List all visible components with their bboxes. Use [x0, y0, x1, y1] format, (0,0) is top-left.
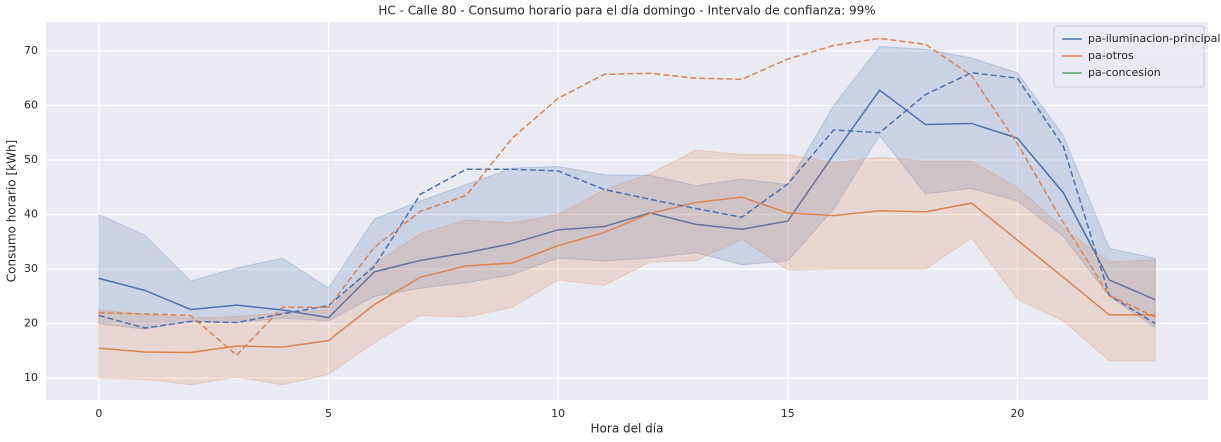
labels: 10 20 30 40 50 60 70 0 5 10 15 20: [24, 44, 1024, 420]
confidence-band: [98, 46, 1156, 330]
legend-label: pa-otros: [1088, 49, 1134, 62]
line: [98, 89, 1156, 319]
confidence-band: [98, 149, 1156, 386]
y-tick-label: 50: [24, 153, 38, 166]
x-tick-label: 5: [325, 407, 332, 420]
legend-label: pa-iluminacion-principal: [1088, 32, 1220, 45]
x-tick-label: 20: [1010, 407, 1024, 420]
marks: [98, 37, 1156, 386]
y-tick-label: 20: [24, 317, 38, 330]
x-tick-label: 0: [95, 407, 102, 420]
legend-label: pa-concesion: [1088, 66, 1161, 79]
dashed-line: [98, 37, 1156, 357]
y-axis-label: Consumo horario [kWh]: [5, 140, 19, 282]
y-tick-label: 70: [24, 44, 38, 57]
y-tick-label: 30: [24, 262, 38, 275]
plot-background: [46, 22, 1208, 400]
x-tick-label: 15: [781, 407, 795, 420]
dashed-line: [98, 71, 1156, 329]
y-tick-label: 10: [24, 371, 38, 384]
line: [98, 196, 1156, 354]
legend: pa-iluminacion-principal pa-otros pa-conce…: [1053, 25, 1220, 88]
y-tick-label: 60: [24, 98, 38, 111]
y-tick-label: 40: [24, 208, 38, 221]
grid: [46, 22, 1208, 400]
chart-title: HC - Calle 80 - Consumo horario para el …: [378, 4, 875, 18]
x-tick-label: 10: [551, 407, 565, 420]
legend-box: [1053, 25, 1205, 88]
x-axis-label: Hora del día: [591, 422, 664, 436]
